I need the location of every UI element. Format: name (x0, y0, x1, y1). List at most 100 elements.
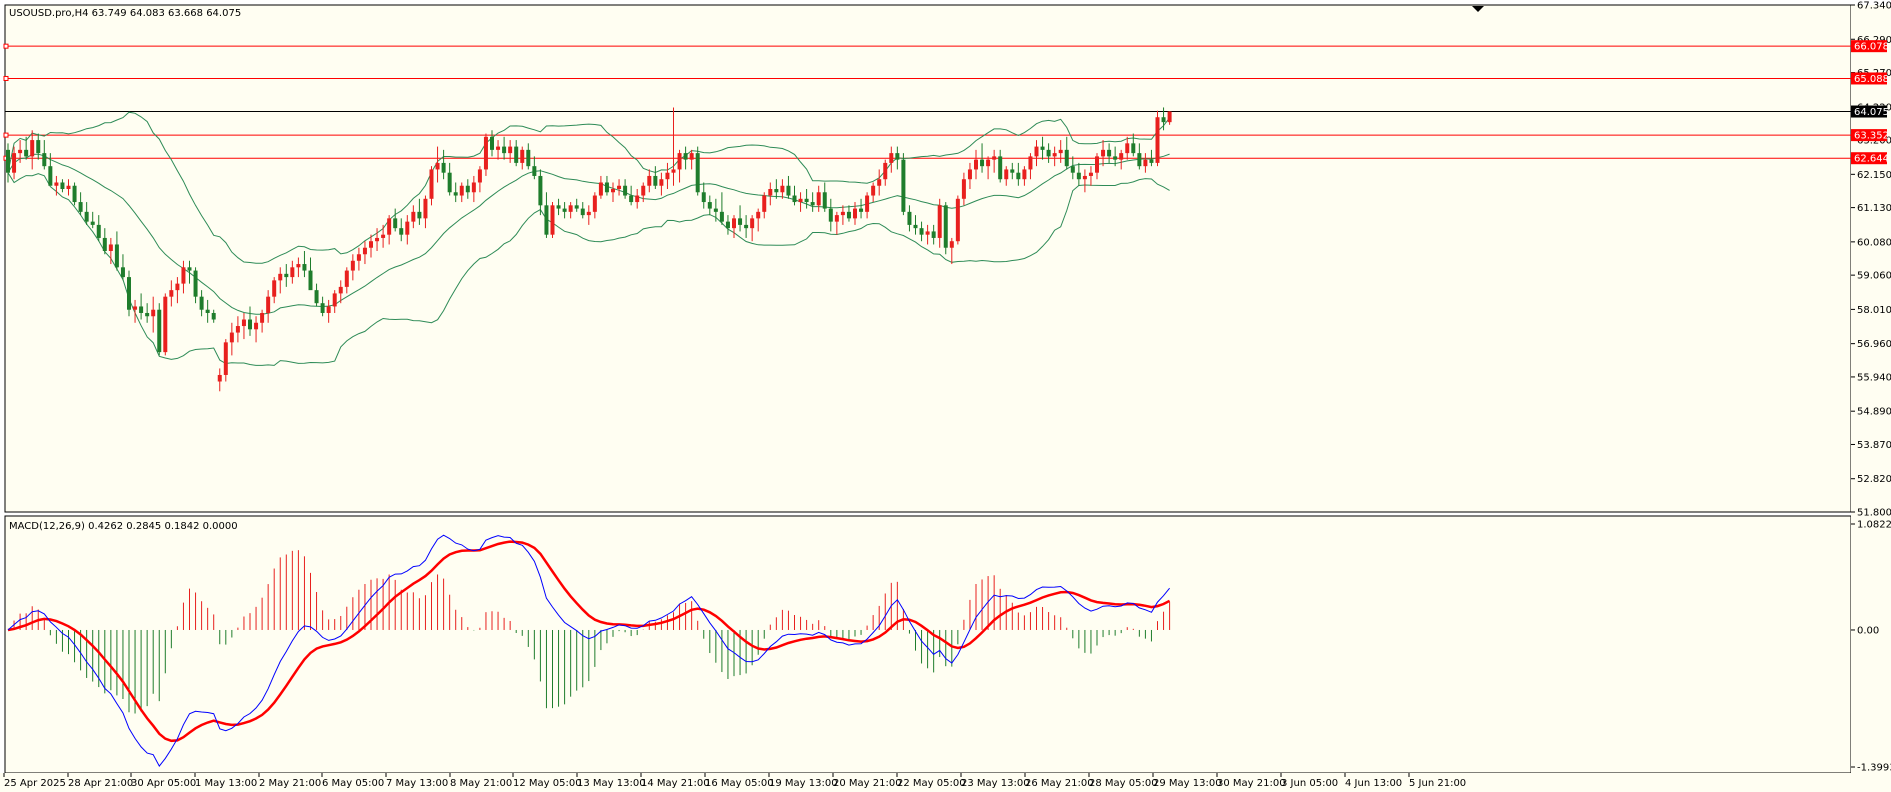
candle-body[interactable] (272, 280, 277, 297)
candle-body[interactable] (931, 231, 936, 238)
candle-body[interactable] (671, 169, 676, 173)
candle-body[interactable] (659, 179, 664, 186)
candle-body[interactable] (1034, 146, 1039, 157)
candle-body[interactable] (6, 149, 10, 173)
candle-body[interactable] (895, 153, 900, 160)
candle-body[interactable] (1137, 153, 1142, 167)
candle-body[interactable] (744, 224, 749, 229)
candle-body[interactable] (314, 290, 319, 304)
candle-body[interactable] (211, 312, 216, 320)
candle-body[interactable] (901, 159, 906, 212)
candle-body[interactable] (538, 175, 543, 206)
candle-body[interactable] (362, 247, 367, 255)
candle-body[interactable] (133, 306, 138, 310)
candle-body[interactable] (471, 182, 476, 193)
candle-body[interactable] (356, 254, 361, 261)
candle-body[interactable] (689, 153, 694, 160)
candle-body[interactable] (60, 182, 65, 190)
candle-body[interactable] (435, 162, 440, 170)
candle-body[interactable] (695, 153, 700, 193)
candle-body[interactable] (816, 192, 821, 206)
candle-body[interactable] (96, 224, 101, 238)
candle-body[interactable] (859, 208, 864, 212)
chart-shift-marker[interactable] (1472, 6, 1484, 12)
candle-body[interactable] (1155, 117, 1160, 163)
candle-body[interactable] (1119, 153, 1124, 160)
candle-body[interactable] (235, 326, 240, 333)
candle-body[interactable] (502, 146, 507, 154)
candle-body[interactable] (1082, 175, 1087, 180)
candle-body[interactable] (937, 205, 942, 238)
candle-body[interactable] (611, 189, 615, 193)
candle-body[interactable] (1095, 156, 1099, 173)
candle-body[interactable] (1070, 166, 1075, 173)
candle-body[interactable] (163, 296, 168, 353)
candle-body[interactable] (1076, 172, 1081, 180)
candle-body[interactable] (332, 293, 337, 307)
candle-body[interactable] (36, 140, 41, 154)
candle-body[interactable] (266, 296, 271, 313)
candle-body[interactable] (296, 264, 301, 268)
candle-body[interactable] (532, 166, 537, 176)
candle-body[interactable] (592, 195, 597, 212)
candle-body[interactable] (992, 156, 997, 160)
candle-body[interactable] (1125, 143, 1130, 154)
candle-body[interactable] (18, 149, 23, 154)
candle-body[interactable] (181, 267, 186, 284)
candle-body[interactable] (846, 211, 851, 219)
candle-body[interactable] (1010, 169, 1015, 173)
candle-body[interactable] (84, 211, 89, 222)
price-panel[interactable] (4, 4, 1852, 513)
candle-body[interactable] (853, 208, 857, 219)
candle-body[interactable] (913, 224, 918, 229)
candle-body[interactable] (260, 312, 265, 323)
candle-body[interactable] (974, 159, 978, 170)
candle-body[interactable] (417, 211, 422, 219)
candle-body[interactable] (1058, 149, 1063, 154)
candle-body[interactable] (78, 202, 83, 212)
candle-body[interactable] (544, 205, 549, 235)
candle-body[interactable] (762, 195, 767, 212)
candle-body[interactable] (719, 211, 724, 222)
candle-body[interactable] (943, 205, 948, 248)
candle-body[interactable] (187, 267, 192, 271)
candle-body[interactable] (562, 208, 567, 212)
candle-body[interactable] (889, 153, 894, 163)
candle-body[interactable] (677, 153, 682, 170)
candle-body[interactable] (520, 149, 525, 163)
candle-body[interactable] (732, 218, 736, 229)
level-anchor[interactable] (3, 132, 9, 138)
candle-body[interactable] (48, 166, 53, 186)
candle-body[interactable] (925, 231, 930, 235)
candle-body[interactable] (574, 205, 579, 209)
candle-body[interactable] (157, 309, 162, 353)
candle-body[interactable] (986, 159, 991, 167)
candle-body[interactable] (768, 189, 773, 196)
candle-body[interactable] (399, 228, 404, 235)
candle-body[interactable] (465, 185, 470, 193)
candle-body[interactable] (1040, 146, 1045, 150)
candle-body[interactable] (375, 237, 380, 242)
candle-body[interactable] (1113, 156, 1118, 160)
candle-body[interactable] (145, 312, 150, 317)
candle-body[interactable] (526, 149, 531, 167)
candle-body[interactable] (641, 185, 646, 196)
candle-body[interactable] (556, 205, 561, 209)
candle-body[interactable] (834, 215, 839, 222)
candle-body[interactable] (756, 211, 761, 219)
candle-body[interactable] (822, 192, 827, 209)
candle-body[interactable] (205, 309, 210, 313)
candle-body[interactable] (496, 146, 501, 150)
candle-body[interactable] (586, 211, 591, 216)
candle-body[interactable] (387, 218, 392, 235)
candle-body[interactable] (1088, 172, 1093, 176)
candle-body[interactable] (393, 218, 398, 229)
candle-body[interactable] (877, 179, 882, 186)
candle-body[interactable] (102, 237, 107, 251)
candle-body[interactable] (725, 221, 730, 229)
candle-body[interactable] (483, 136, 488, 170)
candle-body[interactable] (127, 277, 131, 310)
candle-body[interactable] (623, 185, 628, 196)
candle-body[interactable] (871, 185, 876, 196)
